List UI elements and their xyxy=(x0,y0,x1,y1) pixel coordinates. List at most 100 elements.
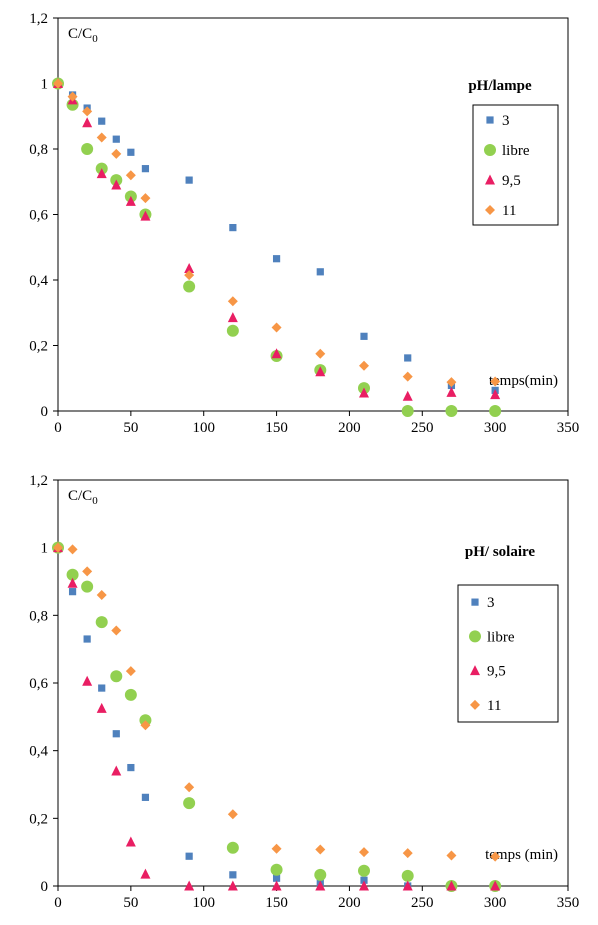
legend-title: pH/lampe xyxy=(468,78,532,94)
data-point xyxy=(67,544,78,555)
data-point xyxy=(445,405,458,417)
x-tick-label: 250 xyxy=(411,895,434,911)
data-point xyxy=(127,148,135,156)
legend-entry-label: 3 xyxy=(487,595,495,611)
data-point xyxy=(112,730,120,738)
data-point xyxy=(490,851,501,862)
data-point xyxy=(402,371,413,382)
data-point xyxy=(272,255,281,263)
y-tick-label: 0,8 xyxy=(29,608,48,624)
y-tick-label: 0,8 xyxy=(29,142,48,158)
data-point xyxy=(402,390,413,401)
series-0 xyxy=(54,79,499,394)
data-point xyxy=(141,793,150,801)
data-point xyxy=(96,590,107,601)
x-tick-label: 300 xyxy=(484,420,507,436)
y-tick-label: 0,6 xyxy=(29,676,48,692)
x-tick-label: 200 xyxy=(338,895,361,911)
series-0 xyxy=(54,544,499,890)
data-point xyxy=(316,268,324,276)
x-tick-label: 200 xyxy=(338,420,361,436)
y-tick-label: 1 xyxy=(41,77,49,93)
legend-marker xyxy=(484,144,496,156)
data-point xyxy=(183,280,196,293)
legend-entry-label: 11 xyxy=(487,698,501,714)
data-point xyxy=(67,91,78,102)
data-point xyxy=(227,296,238,307)
data-point xyxy=(183,797,196,810)
x-tick-label: 100 xyxy=(192,420,215,436)
data-point xyxy=(96,702,107,713)
legend-box xyxy=(472,104,559,226)
data-point xyxy=(98,684,106,692)
data-point xyxy=(185,176,193,184)
data-point xyxy=(139,714,152,727)
data-point xyxy=(110,670,123,683)
data-point xyxy=(96,168,107,179)
data-point xyxy=(82,106,93,117)
x-tick-label: 50 xyxy=(123,420,138,436)
y-tick-label: 0,4 xyxy=(29,744,48,760)
data-point xyxy=(227,809,238,820)
chart-lampe: 0 0,2 0,4 0,6 0,8 1 1,2 0 50 100 150 200 250 300 350 C/… xyxy=(29,11,580,436)
x-tick-label: 50 xyxy=(123,895,138,911)
series-1 xyxy=(52,77,502,417)
x-tick-label: 0 xyxy=(54,420,62,436)
data-point xyxy=(111,625,122,636)
x-tick-label: 150 xyxy=(265,420,288,436)
data-point xyxy=(124,688,137,701)
x-tick-label: 350 xyxy=(557,895,580,911)
x-tick-label: 350 xyxy=(557,420,580,436)
data-point xyxy=(490,389,501,400)
data-point xyxy=(111,148,122,159)
data-point xyxy=(140,868,151,879)
data-point xyxy=(125,170,136,181)
legend-box xyxy=(457,584,559,723)
data-point xyxy=(111,765,122,776)
chart-solaire: 0 0,2 0,4 0,6 0,8 1 1,2 0 50 100 150 200 250 300 350 C/… xyxy=(29,473,580,911)
data-point xyxy=(402,848,413,859)
data-point xyxy=(185,852,193,860)
y-tick-label: 1 xyxy=(41,541,49,557)
data-point xyxy=(141,165,150,173)
legend-marker xyxy=(469,630,481,643)
data-point xyxy=(53,78,63,89)
data-point xyxy=(184,270,195,281)
data-point xyxy=(270,863,283,876)
data-point xyxy=(82,117,93,128)
data-point xyxy=(82,566,93,577)
x-tick-label: 0 xyxy=(54,895,62,911)
x-tick-label: 300 xyxy=(484,895,507,911)
y-tick-label: 1,2 xyxy=(29,473,48,489)
legend-entry-label: libre xyxy=(502,143,530,159)
data-point xyxy=(81,580,94,593)
data-point xyxy=(67,577,78,588)
data-point xyxy=(271,843,282,854)
data-point xyxy=(98,117,106,125)
data-point xyxy=(229,871,237,879)
y-tick-label: 0 xyxy=(41,879,49,895)
data-point xyxy=(401,405,414,417)
y-tick-label: 0 xyxy=(41,404,49,420)
data-point xyxy=(359,847,369,858)
data-point xyxy=(140,210,151,221)
legend-entry-label: 9,5 xyxy=(487,664,506,680)
data-point xyxy=(489,405,502,417)
data-point xyxy=(359,880,369,891)
legend-title: pH/ solaire xyxy=(465,544,535,560)
data-point xyxy=(140,193,151,204)
data-point xyxy=(81,143,94,155)
data-point xyxy=(446,386,457,397)
x-axis-label: temps(min) xyxy=(489,373,558,389)
data-point xyxy=(359,360,369,371)
legend-marker xyxy=(486,116,494,124)
data-point xyxy=(68,588,77,596)
data-point xyxy=(446,850,457,861)
legend-entry-label: libre xyxy=(487,629,515,645)
series-3 xyxy=(53,542,501,862)
data-point xyxy=(184,880,195,891)
data-point xyxy=(184,263,195,274)
data-point xyxy=(490,880,501,891)
data-point xyxy=(226,324,239,337)
data-point xyxy=(358,864,370,877)
